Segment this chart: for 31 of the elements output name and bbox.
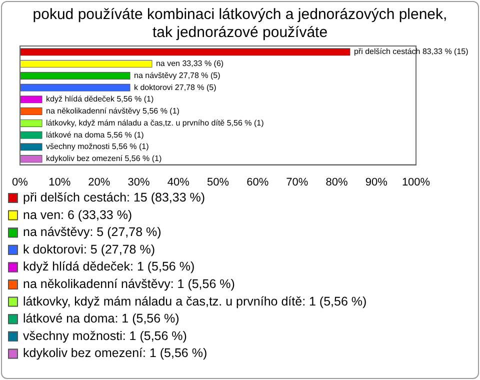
x-tick-label: 20% — [88, 176, 110, 188]
data-label: na návštěvy 27,78 % (5) — [134, 70, 221, 80]
data-label: na několikadenní návštěvy 5,56 % (1) — [46, 106, 180, 116]
chart-title: pokud používáte kombinaci látkových a jednorázových plenek, tak jednorázové používáte — [32, 5, 448, 42]
x-tick-label: 70% — [286, 176, 308, 188]
data-label: když hlídá dědeček 5,56 % (1) — [46, 94, 154, 104]
legend-label: na několikadenní návštěvy: 1 (5,56 %) — [23, 276, 235, 291]
legend-label: kdykoliv bez omezení: 1 (5,56 %) — [23, 346, 208, 360]
legend-label: látkovky, když mám náladu a čas,tz. u prvního dítě: 1 (5,56 %) — [23, 294, 367, 308]
x-tick-label: 80% — [326, 176, 348, 188]
x-tick-label: 0% — [12, 176, 28, 188]
x-tick-label: 90% — [365, 176, 388, 188]
legend-label: na ven: 6 (33,33 %) — [23, 208, 132, 222]
data-label: k doktorovi 27,78 % (5) — [134, 82, 217, 92]
legend-label: na návštěvy: 5 (27,78 %) — [23, 225, 162, 240]
x-tick-label: 100% — [402, 176, 430, 188]
x-tick-label: 50% — [206, 176, 230, 188]
data-label: všechny možnosti 5,56 % (1) — [46, 142, 150, 152]
legend-label: látkové na doma: 1 (5,56 %) — [23, 312, 180, 326]
x-tick-label: 60% — [246, 176, 269, 188]
x-tick-label: 30% — [128, 176, 150, 188]
data-label: látkové na doma 5,56 % (1) — [46, 130, 144, 140]
x-tick-label: 10% — [48, 176, 71, 188]
legend-label: k doktorovi: 5 (27,78 %) — [23, 242, 156, 256]
legend-label: při delších cestách: 15 (83,33 %) — [23, 190, 206, 204]
legend-label: všechny možnosti: 1 (5,56 %) — [23, 328, 187, 343]
data-label: látkovky, když mám náladu a čas,tz. u prvního dítě 5,56 % (1) — [46, 118, 264, 128]
data-label: na ven 33,33 % (6) — [156, 59, 224, 68]
x-tick-label: 40% — [167, 176, 190, 188]
legend-label: když hlídá dědeček: 1 (5,56 %) — [23, 260, 195, 274]
data-label: kdykoliv bez omezení 5,56 % (1) — [46, 154, 162, 164]
